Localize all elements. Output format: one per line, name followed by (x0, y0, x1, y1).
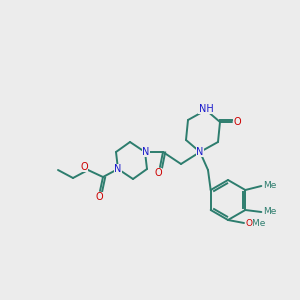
Text: O: O (80, 162, 88, 172)
Text: N: N (196, 147, 204, 157)
Text: Me: Me (263, 208, 277, 217)
Text: O: O (246, 218, 253, 227)
Text: O: O (154, 168, 162, 178)
Text: O: O (95, 192, 103, 202)
Text: NH: NH (199, 104, 213, 114)
Text: OMe: OMe (246, 218, 266, 227)
Text: Me: Me (263, 182, 277, 190)
Text: N: N (114, 164, 122, 174)
Text: O: O (233, 117, 241, 127)
Text: N: N (142, 147, 150, 157)
